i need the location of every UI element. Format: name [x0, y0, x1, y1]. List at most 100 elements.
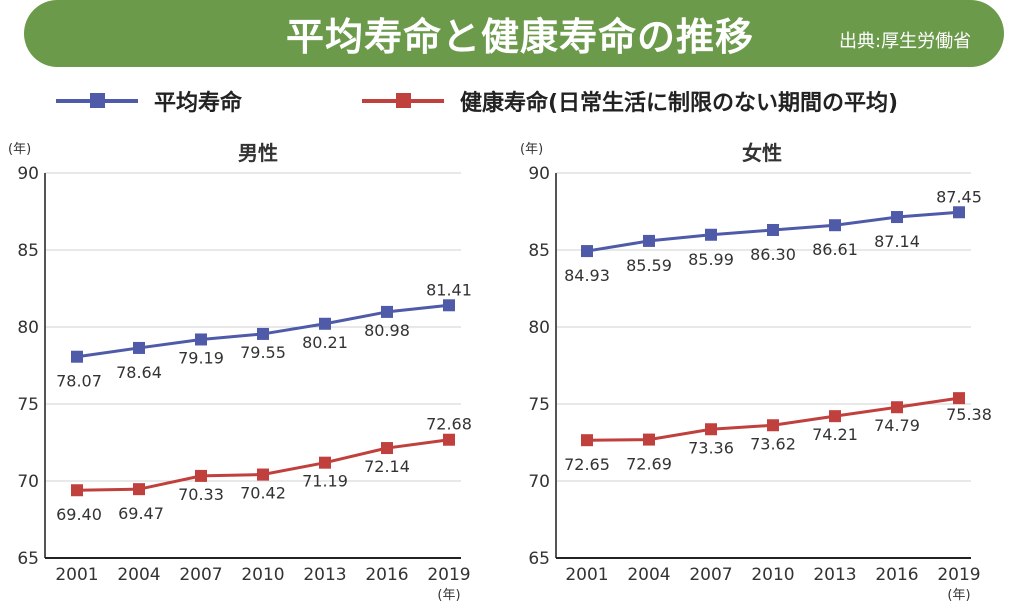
- data-point-healthy_life: [195, 469, 207, 482]
- y-axis-unit: (年): [8, 142, 31, 157]
- x-tick-label: 2004: [117, 565, 160, 585]
- x-tick-label: 2007: [179, 565, 222, 585]
- x-tick-label: 2016: [365, 565, 408, 585]
- data-label: 70.42: [240, 484, 286, 503]
- x-axis-unit: (年): [947, 588, 970, 603]
- data-point-healthy_life: [767, 419, 779, 432]
- y-axis-unit: (年): [520, 142, 543, 157]
- x-tick-label: 2010: [751, 565, 794, 585]
- legend-label: 平均寿命: [154, 91, 243, 116]
- legend-swatch-life-expectancy: [56, 89, 138, 113]
- data-label: 74.79: [874, 416, 920, 435]
- source-note: 出典:厚生労働省: [839, 31, 972, 52]
- data-label: 79.19: [178, 348, 224, 367]
- data-point-life_expectancy: [767, 223, 779, 236]
- data-point-life_expectancy: [705, 228, 717, 241]
- data-point-life_expectancy: [133, 341, 145, 354]
- data-point-healthy_life: [133, 483, 145, 496]
- data-point-life_expectancy: [195, 333, 207, 346]
- y-tick-label: 85: [528, 241, 550, 261]
- data-point-life_expectancy: [319, 317, 331, 330]
- data-label: 69.47: [118, 504, 164, 523]
- y-tick-label: 65: [17, 549, 39, 569]
- chart-title: 平均寿命と健康寿命の推移: [286, 15, 755, 59]
- data-point-healthy_life: [257, 468, 269, 481]
- data-label: 72.65: [564, 455, 610, 474]
- y-tick-label: 70: [17, 472, 39, 492]
- data-label: 80.21: [302, 333, 348, 352]
- x-tick-label: 2007: [689, 565, 732, 585]
- y-tick-label: 90: [528, 164, 550, 184]
- y-tick-label: 75: [528, 395, 550, 415]
- data-point-life_expectancy: [643, 234, 655, 247]
- y-tick-label: 80: [17, 318, 39, 338]
- data-label: 87.14: [874, 232, 920, 251]
- data-label: 73.62: [750, 434, 796, 453]
- data-point-life_expectancy: [953, 206, 965, 219]
- data-label: 80.98: [364, 321, 410, 340]
- square-marker-icon: [90, 93, 105, 108]
- data-point-life_expectancy: [257, 327, 269, 340]
- data-point-healthy_life: [705, 423, 717, 436]
- data-label: 85.59: [626, 256, 672, 275]
- panel-title: 男性: [238, 141, 278, 165]
- x-tick-label: 2016: [875, 565, 918, 585]
- data-label: 78.64: [116, 363, 162, 382]
- data-point-life_expectancy: [443, 299, 455, 312]
- square-marker-icon: [396, 93, 411, 108]
- legend-item-healthy-life: 健康寿命(日常生活に制限のない期間の平均): [362, 86, 898, 116]
- data-label: 81.41: [426, 280, 472, 299]
- x-tick-label: 2010: [241, 565, 284, 585]
- data-label: 72.69: [626, 455, 672, 474]
- data-point-life_expectancy: [71, 350, 83, 363]
- data-point-healthy_life: [891, 401, 903, 414]
- data-label: 86.61: [812, 240, 858, 259]
- data-point-life_expectancy: [581, 245, 593, 258]
- x-tick-label: 2013: [303, 565, 346, 585]
- legend-swatch-healthy-life: [362, 89, 444, 113]
- data-label: 71.19: [302, 472, 348, 491]
- y-tick-label: 65: [528, 549, 550, 569]
- x-axis-unit: (年): [437, 588, 460, 603]
- data-label: 72.68: [426, 415, 472, 434]
- data-point-healthy_life: [829, 410, 841, 423]
- data-point-life_expectancy: [829, 219, 841, 232]
- x-tick-label: 2019: [427, 565, 470, 585]
- data-label: 86.30: [750, 245, 796, 264]
- x-tick-label: 2001: [55, 565, 98, 585]
- data-point-healthy_life: [381, 442, 393, 455]
- data-point-healthy_life: [319, 456, 331, 469]
- x-tick-label: 2019: [937, 565, 980, 585]
- data-label: 84.93: [564, 266, 610, 285]
- data-point-healthy_life: [953, 392, 965, 405]
- data-label: 87.45: [936, 187, 982, 206]
- data-label: 70.33: [178, 485, 224, 504]
- data-label: 75.38: [946, 405, 992, 424]
- data-point-healthy_life: [643, 433, 655, 446]
- y-tick-label: 75: [17, 395, 39, 415]
- y-tick-label: 80: [528, 318, 550, 338]
- title-banner: 平均寿命と健康寿命の推移 出典:厚生労働省: [24, 0, 1004, 67]
- data-label: 85.99: [688, 250, 734, 269]
- data-point-healthy_life: [581, 434, 593, 447]
- data-label: 74.21: [812, 425, 858, 444]
- data-label: 79.55: [240, 343, 286, 362]
- data-label: 78.07: [56, 372, 102, 391]
- data-point-healthy_life: [71, 484, 83, 497]
- data-label: 69.40: [56, 505, 102, 524]
- y-tick-label: 90: [17, 164, 39, 184]
- data-point-healthy_life: [443, 433, 455, 446]
- panel-title: 女性: [742, 141, 782, 165]
- x-tick-label: 2004: [627, 565, 670, 585]
- legend-label: 健康寿命(日常生活に制限のない期間の平均): [460, 91, 899, 116]
- data-label: 72.14: [364, 457, 410, 476]
- data-point-life_expectancy: [381, 305, 393, 318]
- x-tick-label: 2001: [565, 565, 608, 585]
- y-tick-label: 70: [528, 472, 550, 492]
- data-point-life_expectancy: [891, 211, 903, 224]
- legend-item-life-expectancy: 平均寿命: [56, 86, 242, 116]
- data-label: 73.36: [688, 438, 734, 457]
- y-tick-label: 85: [17, 241, 39, 261]
- x-tick-label: 2013: [813, 565, 856, 585]
